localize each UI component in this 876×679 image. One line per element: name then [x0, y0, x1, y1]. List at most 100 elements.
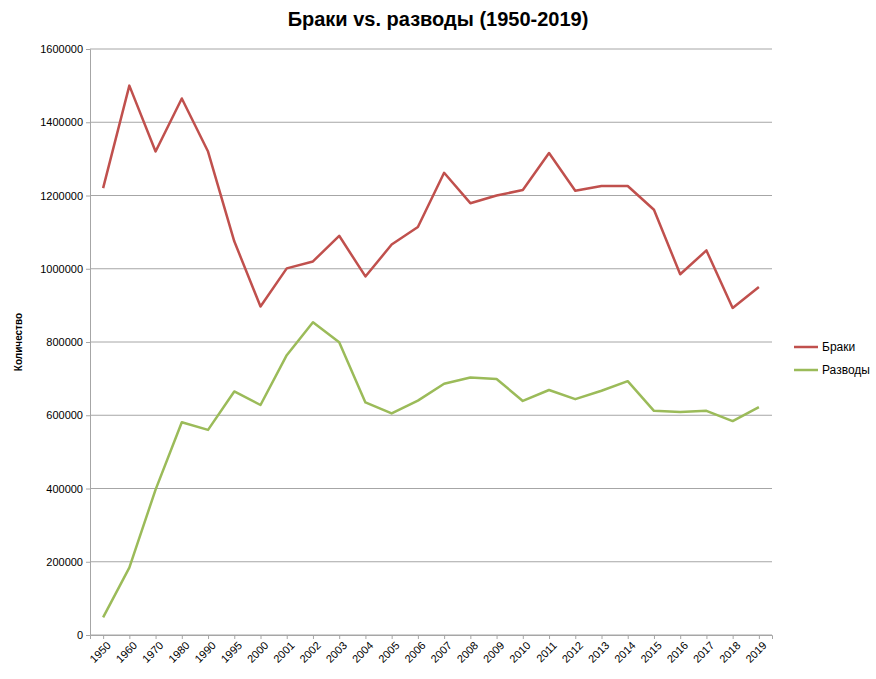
grid-line	[90, 268, 772, 269]
x-tick-mark	[234, 635, 235, 639]
y-tick-mark	[86, 122, 90, 123]
x-tick: 2014	[612, 635, 638, 665]
x-tick-label: 2014	[612, 639, 638, 665]
grid-line	[90, 561, 772, 562]
grid-line	[90, 342, 772, 343]
x-tick-mark	[156, 635, 157, 639]
x-tick: 1960	[114, 635, 140, 665]
series-line	[103, 86, 759, 308]
y-tick-label: 1600000	[40, 43, 83, 55]
y-tick-mark	[86, 562, 90, 563]
x-tick: 2013	[586, 635, 612, 665]
x-tick-label: 2018	[717, 639, 743, 665]
x-tick-mark	[602, 635, 603, 639]
x-tick-mark	[287, 635, 288, 639]
y-tick-label: 0	[77, 629, 83, 641]
x-tick: 2019	[743, 635, 769, 665]
y-tick-label: 1200000	[40, 190, 83, 202]
legend: Браки Разводы	[794, 340, 870, 377]
x-tick: 2001	[271, 635, 297, 665]
x-tick: 2012	[559, 635, 585, 665]
x-tick-label: 2016	[664, 639, 690, 665]
x-tick-label: 2005	[376, 639, 402, 665]
y-tick-mark	[86, 415, 90, 416]
y-tick: 0	[77, 629, 90, 641]
grid-line	[90, 415, 772, 416]
x-tick-label: 1980	[166, 639, 192, 665]
y-tick: 1200000	[40, 190, 90, 202]
x-tick-mark	[444, 635, 445, 639]
series-line	[103, 322, 759, 617]
x-tick-mark	[680, 635, 681, 639]
x-tick: 1980	[166, 635, 192, 665]
x-tick-mark	[733, 635, 734, 639]
x-tick-mark	[392, 635, 393, 639]
y-tick-mark	[86, 49, 90, 50]
plot: 0 200000 400000 600000 800000 1000000 1200000 1…	[40, 43, 772, 665]
y-tick-label: 600000	[46, 409, 83, 421]
grid-line	[90, 195, 772, 196]
x-tick-label: 2006	[402, 639, 428, 665]
y-tick-label: 400000	[46, 483, 83, 495]
x-tick: 1970	[140, 635, 166, 665]
y-tick: 400000	[46, 483, 90, 495]
lines	[103, 86, 759, 618]
x-tick-label: 2012	[559, 639, 585, 665]
x-tick-label: 2008	[455, 639, 481, 665]
y-tick-mark	[86, 489, 90, 490]
x-tick-label: 1950	[87, 639, 113, 665]
x-tick: 2008	[455, 635, 481, 665]
y-tick-label: 200000	[46, 556, 83, 568]
x-tick-label: 2004	[350, 639, 376, 665]
x-tick-label: 1995	[218, 639, 244, 665]
x-tick: 2016	[664, 635, 690, 665]
x-tick-label: 2019	[743, 639, 769, 665]
x-tick: 2010	[507, 635, 533, 665]
x-tick: 2004	[350, 635, 376, 665]
x-tick-mark	[470, 635, 471, 639]
x-axis: 1950196019701980199019952000200120022003…	[87, 635, 772, 665]
grid	[90, 49, 772, 635]
x-tick-mark	[549, 635, 550, 639]
x-tick: 2015	[638, 635, 664, 665]
x-tick: 2011	[534, 635, 559, 664]
grid-line	[90, 488, 772, 489]
x-tick-mark	[208, 635, 209, 639]
x-tick: 2002	[297, 635, 323, 665]
x-tick-mark	[313, 635, 314, 639]
x-tick-mark	[339, 635, 340, 639]
x-tick-label: 2001	[271, 639, 297, 665]
x-tick-label: 2002	[297, 639, 323, 665]
x-tick-label: 2010	[507, 639, 533, 665]
x-tick-label: 1960	[114, 639, 140, 665]
x-axis-line	[91, 636, 773, 640]
x-tick: 2018	[717, 635, 743, 665]
x-tick-mark	[365, 635, 366, 639]
y-tick-mark	[86, 635, 90, 636]
y-tick-mark	[86, 342, 90, 343]
legend-swatch	[794, 346, 818, 349]
legend-label: Браки	[822, 340, 855, 354]
x-tick-mark	[182, 635, 183, 639]
x-tick-mark	[575, 635, 576, 639]
x-tick-label: 2015	[638, 639, 664, 665]
x-tick: 2005	[376, 635, 402, 665]
title: Браки vs. разводы (1950-2019)	[288, 8, 589, 30]
y-tick-label: 1400000	[40, 116, 83, 128]
x-tick: 2006	[402, 635, 428, 665]
y-tick-mark	[86, 196, 90, 197]
x-tick-mark	[261, 635, 262, 639]
x-tick: 2017	[691, 635, 717, 665]
x-tick-label: 2003	[323, 639, 349, 665]
x-tick: 2003	[323, 635, 349, 665]
x-tick: 2009	[481, 635, 507, 665]
x-tick-label: 2011	[534, 639, 559, 664]
x-tick: 2007	[428, 635, 454, 665]
legend-swatch	[794, 369, 818, 372]
y-axis: 0 200000 400000 600000 800000 1000000 1200000 1…	[40, 43, 90, 641]
y-tick: 600000	[46, 409, 90, 421]
legend-label: Разводы	[822, 363, 870, 377]
x-tick-label: 1990	[192, 639, 218, 665]
y-tick-label: 800000	[46, 336, 83, 348]
y-tick-label: 1000000	[40, 263, 83, 275]
